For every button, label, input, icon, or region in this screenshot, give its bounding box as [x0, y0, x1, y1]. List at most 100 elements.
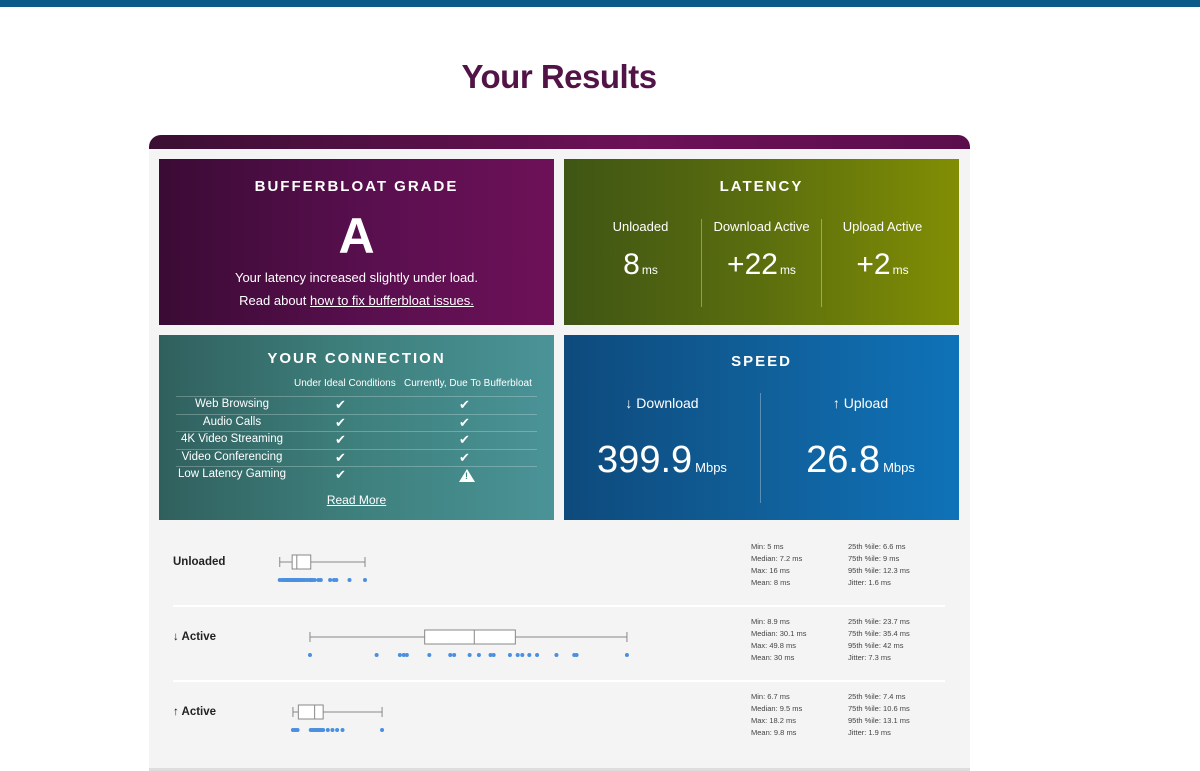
read-more-line: Read More [159, 493, 554, 507]
check-icon: ✔ [459, 414, 470, 430]
sample-point [340, 728, 345, 732]
sample-point [427, 653, 432, 657]
page-title: Your Results [461, 58, 657, 95]
activity-label: Video Conferencing [181, 450, 283, 463]
stat-line: Max: 49.8 ms [751, 641, 797, 650]
sample-point [507, 653, 512, 657]
check-icon: ✔ [335, 432, 346, 447]
stats-left: Min: 6.7 ms Median: 9.5 ms Max: 18.2 ms Mea… [751, 691, 802, 739]
latency-label: Download Active [713, 219, 810, 234]
stat-line: 95th %ile: 13.1 ms [848, 716, 910, 725]
sample-point [328, 578, 333, 582]
latency-number: +22 [727, 248, 778, 281]
fix-bufferbloat-link[interactable]: how to fix bufferbloat issues. [310, 293, 474, 308]
boxplot-label: Unloaded [173, 556, 226, 568]
stat-line: 95th %ile: 12.3 ms [848, 566, 910, 575]
stat-line: Min: 5 ms [751, 542, 784, 551]
stat-line: Jitter: 7.3 ms [848, 653, 891, 662]
stat-line: 95th %ile: 42 ms [848, 641, 904, 650]
check-icon: ✔ [459, 432, 470, 447]
stat-line: 25th %ile: 7.4 ms [848, 692, 906, 701]
sample-point [448, 653, 453, 657]
latency-label: Unloaded [612, 219, 669, 234]
stat-line: 25th %ile: 6.6 ms [848, 542, 906, 551]
sample-point [452, 653, 457, 657]
read-more-link[interactable]: Read More [326, 493, 387, 507]
top-accent-bar [0, 0, 1200, 7]
stat-line: Mean: 8 ms [751, 578, 791, 587]
latency-title: LATENCY [719, 178, 804, 195]
sample-point [624, 653, 629, 657]
sample-point [401, 653, 406, 657]
upload-value: 26.8 Mbps [762, 439, 959, 482]
results-panel: BUFFERBLOAT GRADE A Your latency increas… [149, 135, 970, 771]
connection-card: YOUR CONNECTION Under Ideal Conditions C… [159, 335, 554, 520]
iqr-box [291, 554, 312, 570]
sample-point [325, 728, 330, 732]
sample-point [574, 653, 579, 657]
sample-point [335, 728, 340, 732]
upload-speed: ↑ Upload 26.8 Mbps [762, 393, 959, 503]
download-value: 399.9 Mbps [564, 439, 760, 482]
sample-point [515, 653, 520, 657]
check-icon: ✔ [459, 449, 470, 465]
latency-unit: ms [892, 263, 909, 277]
connection-row: Web Browsing ✔ ✔ [176, 396, 537, 414]
stats-right: 25th %ile: 7.4 ms 75th %ile: 10.6 ms 95th … [848, 691, 910, 739]
sample-point [363, 578, 367, 582]
stat-line: Jitter: 1.6 ms [848, 578, 891, 587]
latency-label: Upload Active [842, 219, 923, 234]
sample-point [554, 653, 559, 657]
download-number: 399.9 [597, 439, 693, 481]
boxplot-chart [307, 629, 629, 657]
header-ideal: Under Ideal Conditions [294, 378, 396, 389]
stat-line: Jitter: 1.9 ms [848, 728, 891, 737]
grade-title: BUFFERBLOAT GRADE [254, 178, 459, 195]
sample-point [374, 653, 379, 657]
latency-unloaded: Unloaded 8 ms [580, 219, 701, 307]
stat-line: Max: 18.2 ms [751, 716, 797, 725]
stat-line: Max: 16 ms [751, 566, 790, 575]
boxplot-label: ↑ Active [173, 706, 217, 718]
boxplot-label: ↓ Active [173, 631, 217, 643]
sample-point [380, 728, 385, 732]
connection-title: YOUR CONNECTION [267, 350, 446, 367]
grade-read-line: Read about how to fix bufferbloat issues… [159, 293, 554, 308]
download-label: ↓ Download [625, 395, 699, 411]
check-icon: ✔ [335, 414, 346, 430]
sample-point [334, 578, 339, 582]
header-current: Currently, Due To Bufferbloat [404, 378, 532, 389]
sample-point [404, 653, 409, 657]
grade-description: Your latency increased slightly under lo… [234, 270, 479, 285]
sample-point [321, 728, 326, 732]
iqr-box [424, 629, 516, 645]
latency-value: +22 ms [702, 248, 821, 282]
iqr-box [297, 704, 324, 720]
stat-line: 75th %ile: 35.4 ms [848, 629, 910, 638]
sample-point [467, 653, 472, 657]
boxplot-row: Unloaded Min: 5 ms Median: 7.2 ms Max: 16 m… [173, 541, 945, 603]
sample-point [520, 653, 525, 657]
stat-line: Mean: 9.8 ms [751, 728, 797, 737]
sample-point [295, 728, 300, 732]
speed-unit: Mbps [695, 460, 727, 475]
latency-unit: ms [779, 263, 796, 277]
stats-left: Min: 5 ms Median: 7.2 ms Max: 16 ms Mean: 8… [751, 541, 802, 589]
stats-right: 25th %ile: 23.7 ms 75th %ile: 35.4 ms 95th… [848, 616, 910, 664]
connection-row: 4K Video Streaming ✔ ✔ [176, 431, 537, 449]
sample-point [307, 653, 312, 657]
stat-line: Mean: 30 ms [751, 653, 795, 662]
stat-line: 75th %ile: 9 ms [848, 554, 900, 563]
stat-line: Min: 6.7 ms [751, 692, 790, 701]
sample-point [476, 653, 481, 657]
stats-left: Min: 8.9 ms Median: 30.1 ms Max: 49.8 ms Me… [751, 616, 806, 664]
stat-line: Median: 7.2 ms [751, 554, 803, 563]
speed-title: SPEED [731, 353, 792, 370]
latency-download-active: Download Active +22 ms [701, 219, 822, 307]
stat-line: Median: 30.1 ms [751, 629, 807, 638]
latency-upload-active: Upload Active +2 ms [822, 219, 943, 307]
sample-point [491, 653, 496, 657]
activity-label: Web Browsing [195, 398, 269, 410]
sample-point [312, 578, 317, 582]
warning-icon [459, 467, 475, 483]
